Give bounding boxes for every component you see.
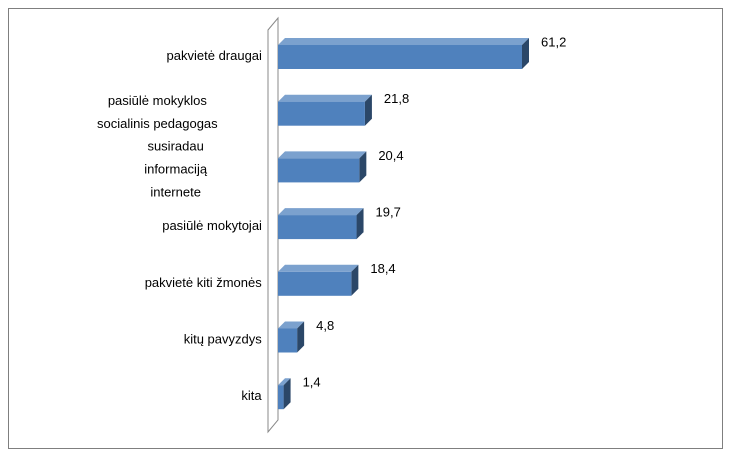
category-label-line: pakvietė draugai	[167, 48, 263, 63]
category-label: kitų pavyzdys	[184, 332, 263, 347]
bar-front	[278, 158, 360, 183]
bar-side	[522, 38, 529, 69]
value-label: 20,4	[378, 148, 403, 163]
bar	[278, 94, 372, 126]
bar-top	[278, 151, 367, 159]
bar-top	[278, 38, 529, 45]
bar	[278, 208, 364, 240]
category-label-line: informaciją	[144, 162, 208, 177]
category-label: pasiūlė mokyklos socialinis pedagogas	[97, 94, 218, 132]
category-label: susiradau informaciją internete	[144, 139, 208, 200]
bar-front	[278, 45, 522, 69]
category-label: pakvietė kiti žmonės	[145, 275, 263, 290]
category-label-line: susiradau	[147, 139, 203, 154]
bar	[278, 321, 305, 353]
category-label-line: pasiūlė mokyklos	[108, 94, 207, 109]
bar-front	[278, 215, 357, 240]
value-label: 1,4	[303, 375, 321, 390]
category-label-line: internete	[150, 185, 201, 200]
axis-wall	[267, 16, 279, 434]
bar-top	[278, 208, 364, 216]
bar	[278, 38, 529, 69]
category-label: kita	[241, 389, 262, 404]
category-label: pakvietė draugai	[167, 48, 263, 63]
value-label: 4,8	[316, 318, 334, 333]
bar-front	[278, 101, 365, 126]
bar	[278, 264, 359, 296]
bar-side	[356, 208, 364, 240]
chart-frame	[8, 8, 723, 449]
bar-top	[278, 378, 291, 386]
bar	[278, 378, 291, 410]
bar-front	[278, 328, 298, 353]
bar-top	[278, 94, 372, 102]
value-label: 21,8	[384, 91, 409, 106]
bar-side	[297, 321, 305, 353]
category-label-line: pasiūlė mokytojai	[162, 219, 262, 234]
category-label: pasiūlė mokytojai	[162, 219, 262, 234]
value-label: 19,7	[376, 205, 401, 220]
bar-side	[351, 264, 359, 296]
category-label-line: kita	[241, 389, 262, 404]
bar-top	[278, 264, 359, 272]
bar-side	[283, 378, 291, 410]
bar-front	[278, 271, 352, 296]
bar-front	[278, 385, 284, 410]
category-label-line: pakvietė kiti žmonės	[145, 275, 263, 290]
category-label-line: kitų pavyzdys	[184, 332, 263, 347]
bar	[278, 151, 367, 183]
bar-top	[278, 321, 305, 329]
bar-side	[364, 94, 372, 126]
category-label-line: socialinis pedagogas	[97, 117, 218, 132]
value-label: 18,4	[370, 261, 395, 276]
value-label: 61,2	[541, 34, 566, 49]
bar-side	[359, 151, 367, 183]
